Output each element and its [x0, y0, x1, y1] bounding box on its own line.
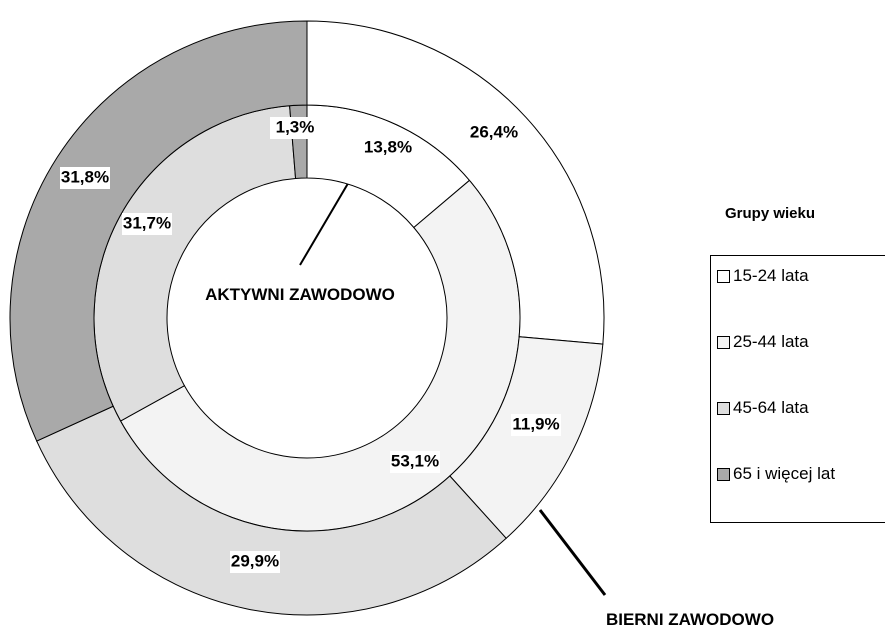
donut-segment [306, 20, 605, 345]
label-bg [122, 213, 172, 235]
data-label: 53,1% [391, 451, 439, 470]
pointer-line [299, 179, 351, 266]
donut-segment [9, 20, 308, 442]
data-label: 26,4% [470, 122, 518, 141]
legend-item: 15-24 lata [717, 266, 877, 286]
label-bg [270, 117, 320, 139]
label-bg [390, 451, 440, 473]
data-label: 13,8% [364, 137, 412, 156]
legend-item: 25-44 lata [717, 332, 877, 352]
legend-item: 65 i więcej lat [717, 464, 877, 484]
legend-label: 25-44 lata [733, 332, 809, 351]
data-label: 29,9% [231, 551, 279, 570]
legend-swatch [717, 270, 730, 283]
label-bg [511, 414, 561, 436]
series-label: BIERNI ZAWODOWO [605, 610, 775, 629]
data-label: 31,7% [123, 213, 171, 232]
label-bg [363, 137, 413, 159]
label-bg [230, 551, 280, 573]
legend-swatch [717, 336, 730, 349]
series-label: AKTYWNI ZAWODOWO [205, 285, 395, 304]
legend-label: 45-64 lata [733, 398, 809, 417]
legend-label: 15-24 lata [733, 266, 809, 285]
label-bg [60, 167, 110, 189]
data-label: 31,8% [61, 167, 109, 186]
label-bg [469, 122, 519, 144]
legend-swatch [717, 402, 730, 415]
legend-label: 65 i więcej lat [733, 464, 836, 483]
donut-segment [36, 405, 507, 616]
legend-item: 45-64 lata [717, 398, 877, 418]
data-label: 11,9% [512, 414, 559, 433]
pointer-line [538, 509, 607, 596]
data-label: 1,3% [276, 117, 315, 136]
legend: 15-24 lata 25-44 lata 45-64 lata 65 i więce… [710, 255, 885, 523]
legend-swatch [717, 468, 730, 481]
legend-title: Grupy wieku [724, 205, 816, 222]
